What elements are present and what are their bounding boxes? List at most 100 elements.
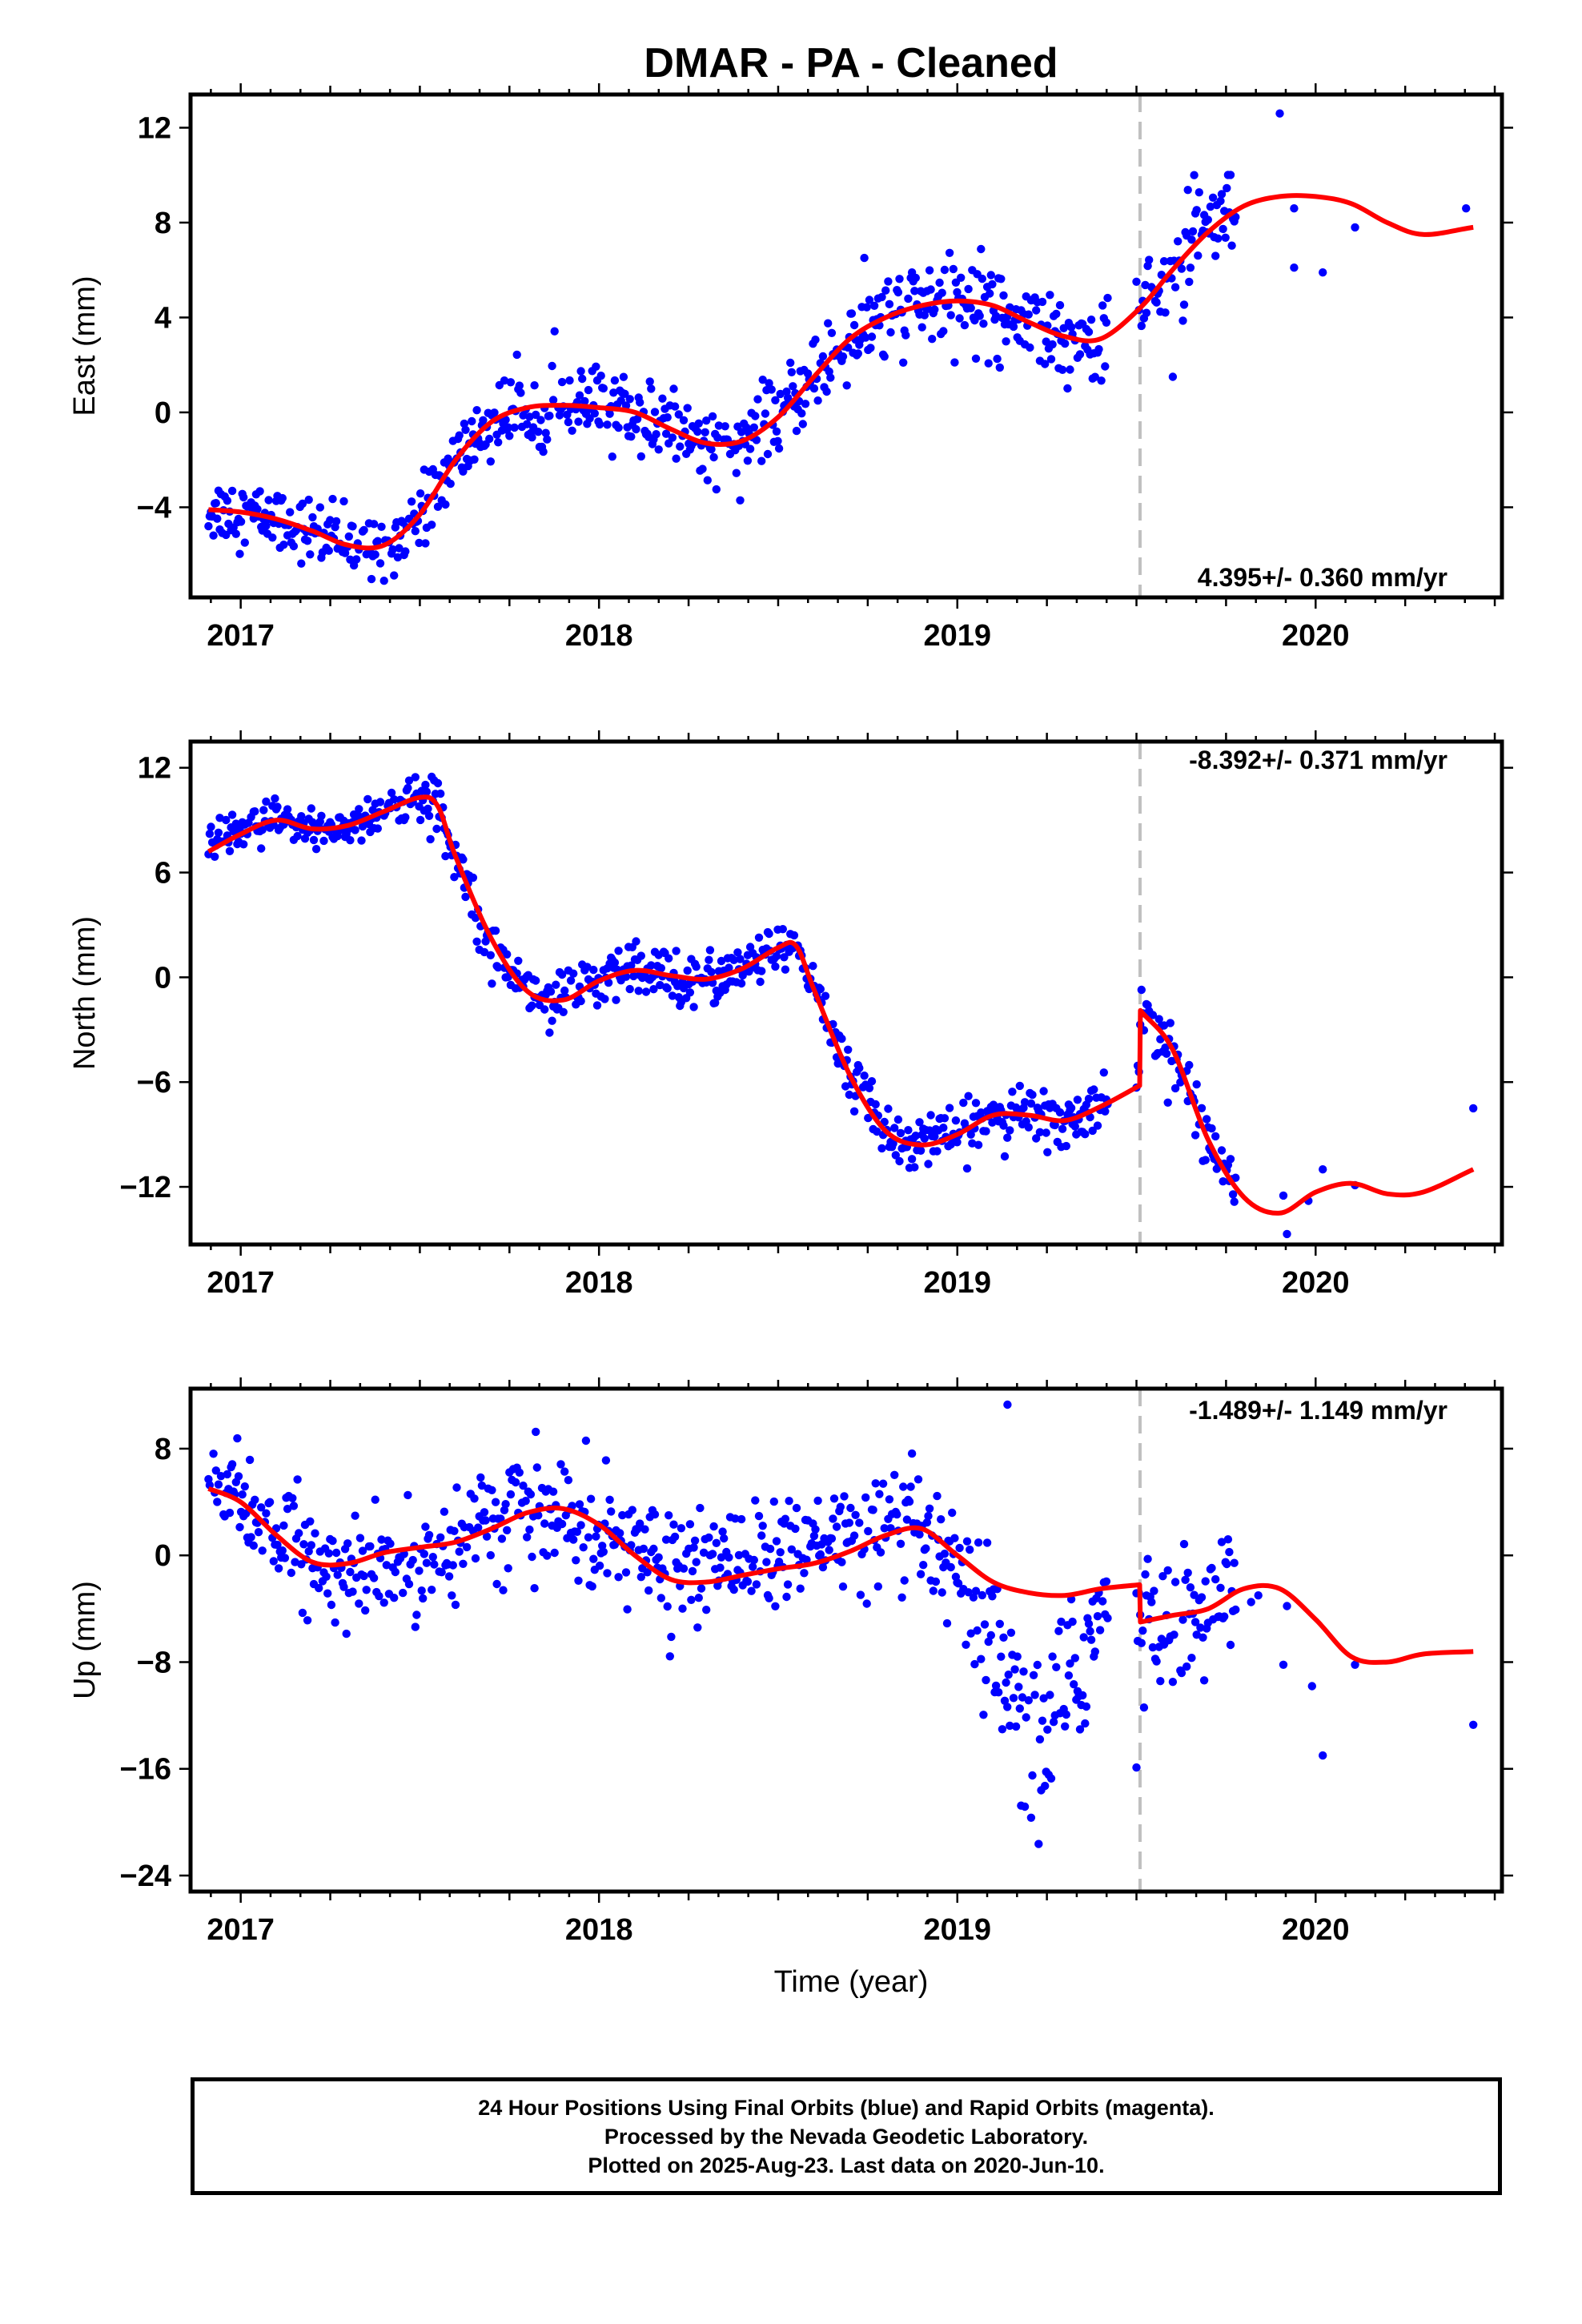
up-data-point [765, 1544, 775, 1554]
north-data-point [705, 946, 715, 955]
up-data-point [265, 1498, 275, 1506]
east-data-point [459, 467, 468, 476]
east-data-point [955, 314, 964, 323]
up-data-point [1102, 1577, 1111, 1586]
north-data-point [1217, 1146, 1227, 1155]
up-data-point [278, 1546, 287, 1555]
north-data-point [1192, 1080, 1201, 1089]
up-data-point [205, 1481, 215, 1490]
up-data-point [327, 1600, 336, 1610]
up-data-point [525, 1525, 534, 1534]
up-data-point [273, 1540, 282, 1550]
up-data-point [399, 1588, 408, 1598]
north-x-tick-label: 2017 [207, 1266, 275, 1300]
east-data-point [1206, 202, 1215, 211]
up-data-point [584, 1533, 593, 1542]
north-data-point [1170, 1084, 1180, 1093]
up-data-point [497, 1534, 507, 1543]
up-data-point [1199, 1633, 1207, 1642]
east-data-point [877, 292, 886, 302]
north-data-point [729, 955, 738, 965]
up-data-point [924, 1511, 933, 1521]
up-data-point [382, 1561, 391, 1570]
east-data-point [568, 426, 576, 435]
up-data-point [1009, 1694, 1018, 1703]
east-data-point [550, 327, 559, 336]
east-data-point [421, 539, 430, 548]
up-data-point [1186, 1583, 1195, 1592]
north-data-point [317, 811, 326, 820]
east-data-point [264, 496, 273, 505]
north-data-point [911, 1132, 921, 1140]
up-data-point [1011, 1722, 1021, 1731]
up-data-point [1093, 1612, 1102, 1621]
east-data-point [1219, 224, 1227, 234]
up-data-point [669, 1520, 678, 1529]
east-y-axis-label: East (mm) [68, 275, 102, 416]
north-x-tick-label: 2019 [923, 1266, 991, 1300]
east-data-point [227, 486, 237, 496]
up-data-point [1141, 1570, 1150, 1579]
up-data-point [734, 1550, 744, 1560]
north-data-point [930, 1132, 939, 1141]
north-data-point [772, 951, 781, 961]
east-data-point [869, 301, 879, 310]
east-data-point [1055, 300, 1065, 310]
east-data-point [1192, 206, 1201, 215]
north-data-point [1073, 1096, 1082, 1104]
up-data-point [636, 1573, 645, 1582]
east-data-point [789, 382, 797, 391]
up-data-point [937, 1515, 946, 1524]
up-data-point [331, 1618, 339, 1627]
up-data-point [856, 1590, 865, 1599]
up-y-tick-label: 0 [155, 1539, 171, 1573]
up-data-point [809, 1531, 819, 1541]
up-y-tick-label: −16 [120, 1753, 171, 1787]
north-data-point [569, 969, 578, 978]
north-data-point [1093, 1121, 1102, 1130]
north-data-point [1039, 1087, 1048, 1096]
up-data-point [984, 1637, 993, 1647]
up-data-point [452, 1483, 461, 1492]
up-data-point [280, 1554, 290, 1562]
up-data-point [962, 1640, 970, 1649]
east-data-point [575, 391, 584, 400]
up-data-point [339, 1582, 348, 1591]
up-data-point [946, 1562, 955, 1572]
up-data-point [921, 1544, 930, 1553]
up-data-point [462, 1542, 472, 1552]
east-data-point [928, 335, 937, 344]
up-data-point [1197, 1593, 1207, 1602]
north-data-point [471, 914, 480, 923]
up-data-point [1030, 1691, 1039, 1699]
up-data-point [412, 1610, 421, 1619]
up-panel: 2017 2018 2019 2020 −24 −16 −8 0 8 Up (mm) -1.489+… [68, 1377, 1513, 1947]
north-observations [204, 772, 1478, 1239]
north-data-point [907, 1155, 917, 1164]
north-panel: 2017 2018 2019 2020 −12 −6 0 6 12 North (mm) -8.39… [68, 730, 1513, 1300]
east-data-point [1226, 171, 1235, 179]
east-data-point [654, 445, 663, 454]
north-data-point [933, 1147, 942, 1156]
north-data-point [889, 1139, 897, 1148]
up-data-point [678, 1604, 687, 1613]
up-data-point [1006, 1721, 1014, 1731]
up-data-point [864, 1526, 873, 1536]
north-data-point [668, 991, 677, 1000]
up-velocity-label: -1.489+/- 1.149 mm/yr [1189, 1396, 1447, 1425]
up-data-point [849, 1531, 859, 1540]
east-data-point [211, 499, 220, 508]
up-data-point [811, 1525, 820, 1534]
north-data-point [422, 787, 432, 796]
up-data-point [323, 1589, 332, 1598]
east-data-point [446, 479, 455, 489]
up-data-point [1013, 1652, 1022, 1661]
east-data-point [1097, 376, 1106, 385]
up-data-point [712, 1538, 721, 1548]
east-data-point [1186, 263, 1195, 272]
up-x-tick-label: 2017 [207, 1913, 275, 1947]
east-x-tick-label: 2019 [923, 619, 991, 653]
up-data-point [1078, 1691, 1087, 1700]
north-data-point [614, 947, 623, 955]
up-data-point [287, 1568, 295, 1578]
